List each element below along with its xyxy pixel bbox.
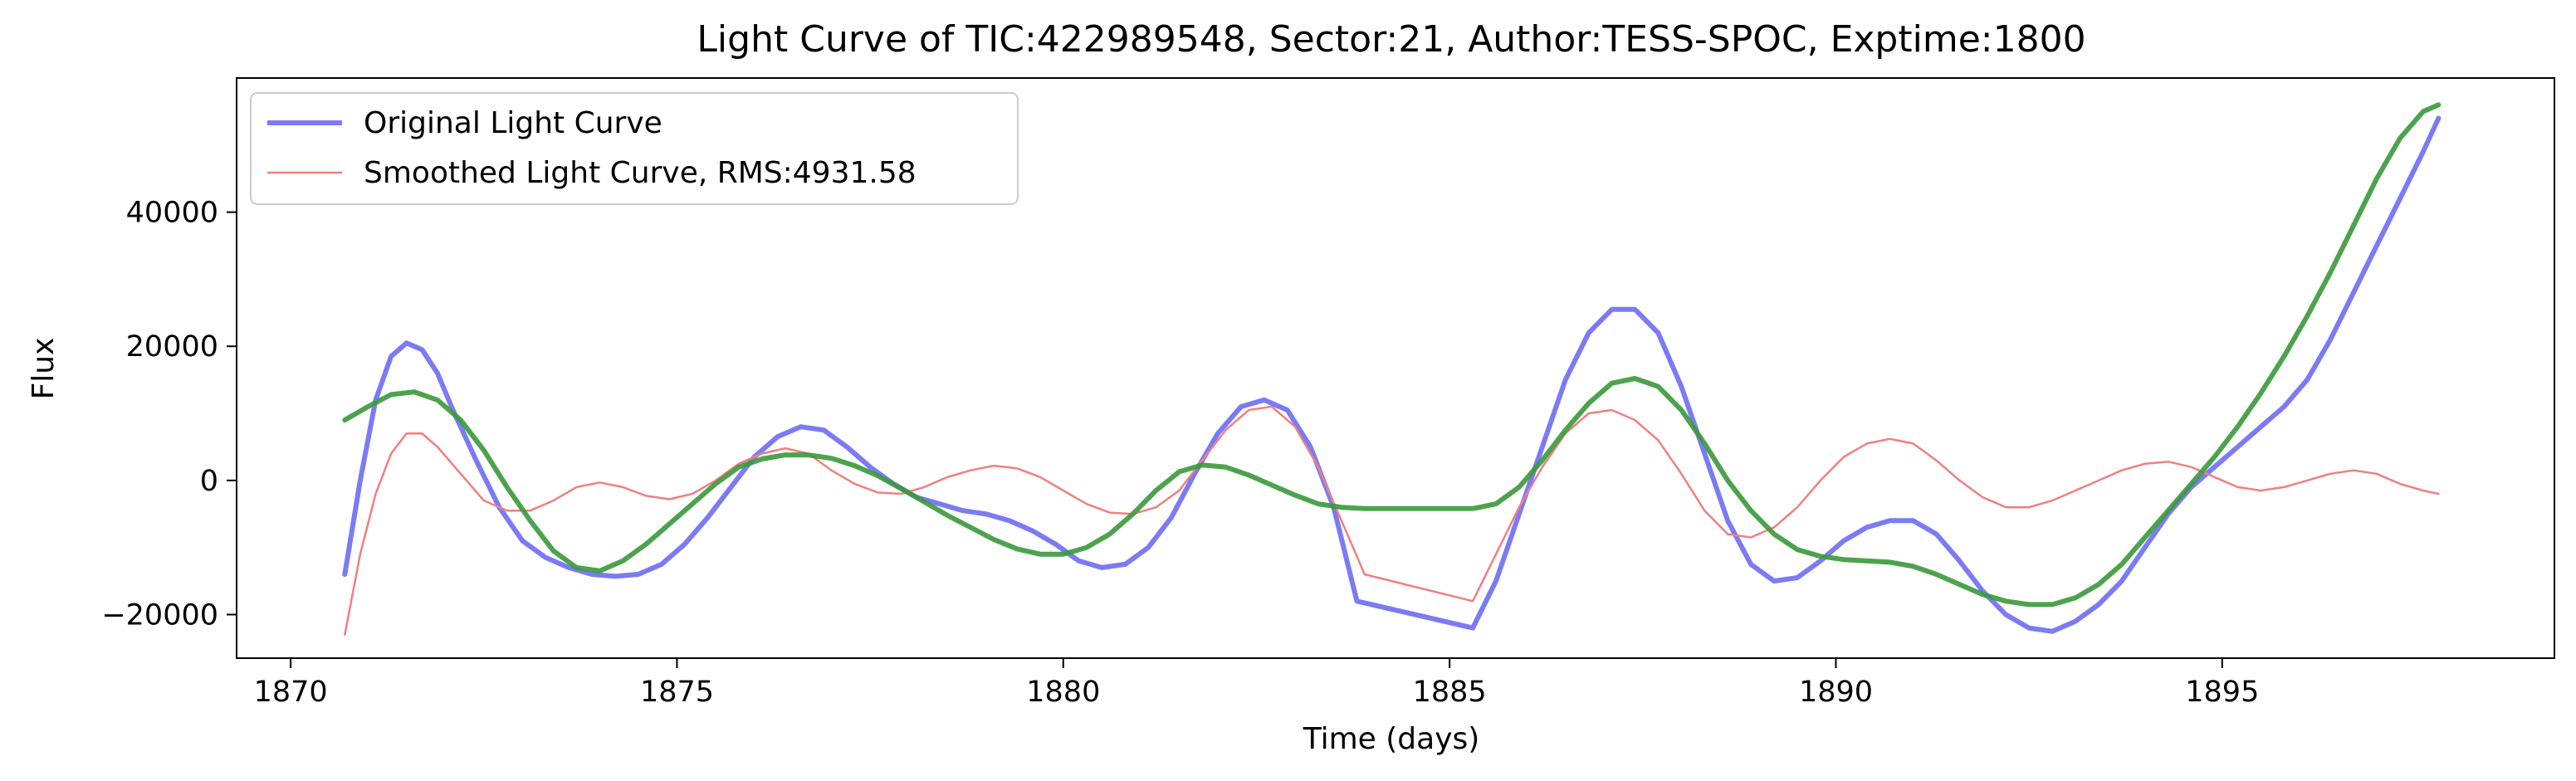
plot-area: 1870 1875 1880 1885 1890 1895 −20000 0 20000 400… bbox=[101, 77, 2555, 709]
legend-label-original: Original Light Curve bbox=[364, 106, 662, 140]
y-axis-label: Flux bbox=[27, 338, 61, 400]
y-tick-label: −20000 bbox=[101, 598, 218, 632]
plot-frame bbox=[236, 77, 2555, 659]
x-tick-label: 1890 bbox=[1799, 676, 1873, 709]
series-lines bbox=[342, 102, 2442, 636]
y-tick-label: 20000 bbox=[126, 330, 218, 364]
x-axis-ticks: 1870 1875 1880 1885 1890 1895 bbox=[254, 658, 2259, 709]
x-tick-label: 1870 bbox=[254, 676, 328, 709]
legend-box bbox=[250, 92, 1019, 205]
series-smoothed-line bbox=[344, 405, 2440, 636]
series-fit-line bbox=[342, 102, 2442, 608]
y-tick-label: 40000 bbox=[126, 197, 218, 230]
x-tick-label: 1880 bbox=[1026, 676, 1100, 709]
y-axis-ticks: −20000 0 20000 40000 bbox=[101, 197, 237, 632]
x-tick-label: 1885 bbox=[1413, 676, 1487, 709]
y-tick-label: 0 bbox=[200, 465, 218, 498]
legend: Original Light Curve Smoothed Light Curv… bbox=[250, 92, 1019, 205]
chart-title: Light Curve of TIC:422989548, Sector:21,… bbox=[697, 18, 2085, 61]
x-tick-label: 1875 bbox=[640, 676, 714, 709]
x-axis-label: Time (days) bbox=[1303, 722, 1480, 756]
x-tick-label: 1895 bbox=[2185, 676, 2259, 709]
legend-label-smoothed: Smoothed Light Curve, RMS:4931.58 bbox=[364, 156, 917, 190]
